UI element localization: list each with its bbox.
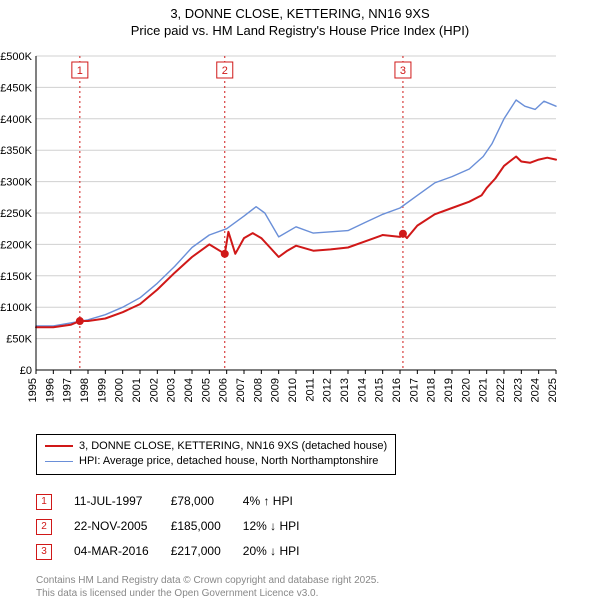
footer-line-2: This data is licensed under the Open Gov…: [36, 587, 600, 600]
events-table: 1 11-JUL-1997£78,0004% ↑ HPI 2 22-NOV-2005£…: [36, 489, 321, 564]
title-line-2: Price paid vs. HM Land Registry's House …: [0, 23, 600, 40]
event-date: 04-MAR-2016: [74, 539, 171, 564]
svg-text:£500K: £500K: [0, 51, 32, 63]
svg-text:1: 1: [77, 65, 83, 77]
svg-text:2023: 2023: [512, 378, 524, 402]
legend-row: 3, DONNE CLOSE, KETTERING, NN16 9XS (det…: [45, 439, 387, 454]
chart-svg: £0 £50K £100K £150K £200K £250K £300K £350K £400…: [0, 46, 560, 426]
svg-text:2021: 2021: [478, 378, 490, 402]
svg-text:2013: 2013: [339, 378, 351, 402]
event-delta: 12% ↓ HPI: [243, 514, 322, 539]
svg-text:£250K: £250K: [0, 208, 32, 220]
legend-swatch: [45, 461, 73, 462]
svg-text:£450K: £450K: [0, 82, 32, 94]
svg-text:2014: 2014: [356, 378, 368, 402]
svg-text:1995: 1995: [27, 378, 39, 402]
legend-label: 3, DONNE CLOSE, KETTERING, NN16 9XS (det…: [79, 439, 387, 454]
svg-text:£150K: £150K: [0, 271, 32, 283]
event-marker: 2: [36, 519, 52, 535]
svg-text:2008: 2008: [252, 378, 264, 402]
svg-text:2016: 2016: [391, 378, 403, 402]
price-chart: £0 £50K £100K £150K £200K £250K £300K £350K £400…: [0, 46, 560, 426]
svg-text:2020: 2020: [460, 378, 472, 402]
svg-text:2024: 2024: [530, 378, 542, 402]
svg-text:2015: 2015: [374, 378, 386, 402]
svg-text:2000: 2000: [114, 378, 126, 402]
legend-label: HPI: Average price, detached house, Nort…: [79, 454, 378, 469]
svg-text:£200K: £200K: [0, 239, 32, 251]
event-price: £217,000: [171, 539, 243, 564]
event-price: £78,000: [171, 489, 243, 514]
svg-text:2002: 2002: [148, 378, 160, 402]
event-price: £185,000: [171, 514, 243, 539]
svg-text:£0: £0: [20, 365, 32, 377]
svg-text:1999: 1999: [96, 378, 108, 402]
svg-text:£300K: £300K: [0, 176, 32, 188]
footer-line-1: Contains HM Land Registry data © Crown c…: [36, 574, 600, 587]
svg-text:2011: 2011: [304, 378, 316, 402]
event-date: 22-NOV-2005: [74, 514, 171, 539]
footer-note: Contains HM Land Registry data © Crown c…: [36, 574, 600, 600]
svg-text:2017: 2017: [408, 378, 420, 402]
svg-text:3: 3: [400, 65, 406, 77]
svg-text:2005: 2005: [200, 378, 212, 402]
svg-text:2003: 2003: [166, 378, 178, 402]
event-row: 1 11-JUL-1997£78,0004% ↑ HPI: [36, 489, 321, 514]
svg-text:£400K: £400K: [0, 114, 32, 126]
svg-text:£350K: £350K: [0, 145, 32, 157]
svg-text:2009: 2009: [270, 378, 282, 402]
svg-text:2012: 2012: [322, 378, 334, 402]
svg-text:1997: 1997: [62, 378, 74, 402]
svg-text:£100K: £100K: [0, 302, 32, 314]
svg-text:2: 2: [222, 65, 228, 77]
event-date: 11-JUL-1997: [74, 489, 171, 514]
legend-row: HPI: Average price, detached house, Nort…: [45, 454, 387, 469]
svg-text:2006: 2006: [218, 378, 230, 402]
svg-text:2022: 2022: [495, 378, 507, 402]
legend-swatch: [45, 445, 73, 447]
event-delta: 4% ↑ HPI: [243, 489, 322, 514]
event-marker: 3: [36, 544, 52, 560]
title-line-1: 3, DONNE CLOSE, KETTERING, NN16 9XS: [0, 6, 600, 23]
svg-text:2010: 2010: [287, 378, 299, 402]
svg-text:1998: 1998: [79, 378, 91, 402]
legend: 3, DONNE CLOSE, KETTERING, NN16 9XS (det…: [36, 434, 396, 475]
svg-text:2018: 2018: [426, 378, 438, 402]
chart-title-block: 3, DONNE CLOSE, KETTERING, NN16 9XS Pric…: [0, 0, 600, 42]
event-delta: 20% ↓ HPI: [243, 539, 322, 564]
svg-text:2019: 2019: [443, 378, 455, 402]
svg-text:2004: 2004: [183, 378, 195, 402]
svg-text:£50K: £50K: [6, 333, 32, 345]
event-row: 2 22-NOV-2005£185,00012% ↓ HPI: [36, 514, 321, 539]
svg-text:1996: 1996: [44, 378, 56, 402]
event-row: 3 04-MAR-2016£217,00020% ↓ HPI: [36, 539, 321, 564]
event-marker: 1: [36, 494, 52, 510]
svg-text:2025: 2025: [547, 378, 559, 402]
svg-text:2007: 2007: [235, 378, 247, 402]
svg-text:2001: 2001: [131, 378, 143, 402]
